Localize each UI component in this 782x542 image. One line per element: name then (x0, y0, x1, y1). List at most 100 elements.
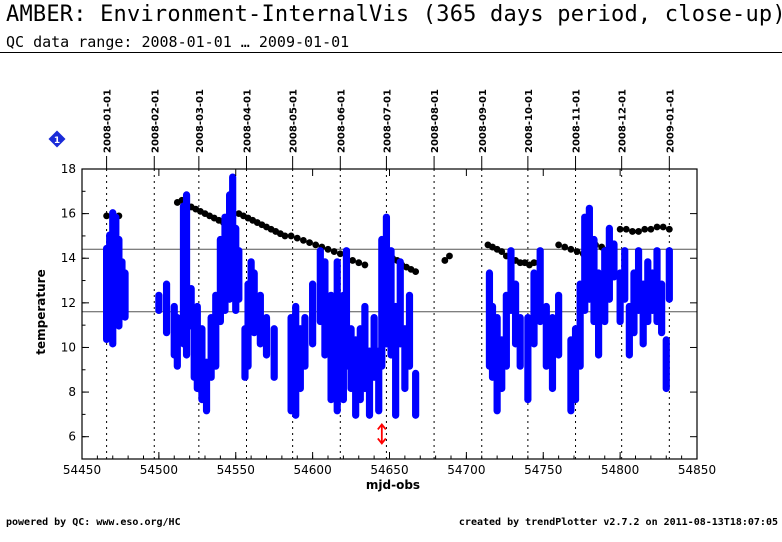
x-tick-label: 54550 (217, 463, 255, 477)
blue-point-cluster (121, 269, 129, 321)
blue-point-cluster (262, 314, 271, 359)
black-point (281, 232, 289, 240)
black-point (616, 225, 624, 233)
footer-created-by: created by trendPlotter v2.7.2 on 2011-0… (458, 517, 778, 528)
blue-point-cluster (235, 247, 243, 303)
x-axis-label: mjd-obs (366, 478, 420, 492)
date-tick-label: 2008-03-01 (195, 89, 206, 153)
black-point (573, 248, 581, 255)
date-tick-label: 2008-11-01 (572, 89, 583, 153)
x-tick-label: 54700 (447, 463, 485, 477)
date-tick-label: 2008-05-01 (289, 89, 300, 153)
series-blue (103, 173, 673, 419)
black-point (306, 239, 313, 247)
outlier-arrow-head-down (377, 437, 387, 445)
outlier-marker (377, 423, 387, 445)
black-point (635, 228, 642, 235)
blue-point-cluster (595, 269, 603, 359)
blue-point-cluster (536, 247, 544, 326)
black-point (498, 248, 506, 255)
date-tick-label: 2008-06-01 (336, 89, 347, 153)
x-tick-label: 54850 (678, 463, 716, 477)
y-tick-label: 6 (68, 430, 76, 444)
black-point (659, 223, 667, 231)
blue-point-cluster (309, 280, 317, 348)
x-tick-label: 54600 (294, 463, 332, 477)
badge-label: 1 (54, 136, 60, 146)
blue-point-cluster (162, 280, 171, 337)
blue-point-cluster (658, 280, 666, 337)
x-tick-label: 54450 (63, 463, 101, 477)
y-tick-label: 16 (61, 207, 76, 221)
blue-point-cluster (396, 258, 404, 348)
x-tick-label: 54750 (524, 463, 562, 477)
black-point (665, 225, 673, 233)
black-point (293, 234, 301, 242)
blue-point-cluster (621, 247, 629, 303)
blue-point-cluster (530, 269, 538, 348)
page-subtitle: QC data range: 2008-01-01 … 2009-01-01 (6, 33, 350, 51)
black-point (103, 212, 110, 220)
date-tick-label: 2009-01-01 (665, 89, 676, 153)
badge: 1 (48, 130, 66, 148)
black-point (330, 248, 338, 255)
y-tick-label: 8 (68, 385, 76, 399)
date-tick-label: 2008-10-01 (524, 89, 535, 153)
blue-point-cluster (542, 302, 550, 370)
blue-point-cluster (321, 258, 329, 359)
black-point (441, 257, 449, 264)
blue-point-cluster (250, 269, 258, 337)
blue-point-cluster (270, 325, 278, 381)
blue-point-cluster (524, 314, 532, 404)
blue-point-cluster (173, 314, 181, 370)
blue-point-cluster (555, 291, 563, 359)
x-tick-label: 54800 (601, 463, 639, 477)
black-point (361, 261, 369, 269)
black-point (629, 228, 636, 235)
blue-point-cluster (516, 314, 524, 370)
date-tick-label: 2008-08-01 (430, 89, 441, 153)
header-divider (0, 52, 782, 53)
date-axis: 2008-01-01 2008-02-01 2008-03-01 2008-04-01… (103, 89, 676, 169)
blue-point-cluster (405, 291, 414, 370)
date-tick-label: 2008-12-01 (618, 89, 629, 153)
y-tick-label: 18 (61, 162, 76, 176)
x-axis: 54450 54500 54550 54600 54650 54700 54750 54800… (63, 169, 716, 477)
black-point (412, 268, 420, 276)
y-axis-label: temperature (34, 269, 48, 354)
date-tick-label: 2008-07-01 (382, 89, 393, 153)
black-point (300, 236, 307, 244)
blue-point-cluster (610, 240, 618, 281)
y-axis: 6 8 10 12 14 16 18 (61, 162, 697, 460)
blue-point-cluster (182, 191, 191, 359)
black-point (561, 243, 569, 251)
date-tick-label: 2008-01-01 (103, 89, 114, 153)
blue-point-cluster (333, 258, 341, 415)
black-point (349, 257, 356, 264)
black-point (647, 225, 655, 233)
blue-point-cluster (662, 336, 670, 393)
blue-point-cluster (256, 291, 264, 348)
y-tick-label: 10 (61, 340, 76, 354)
black-point (622, 225, 630, 233)
date-tick-label: 2008-04-01 (243, 89, 254, 153)
blue-point-cluster (327, 291, 335, 404)
x-tick-label: 54650 (370, 463, 408, 477)
black-point (446, 252, 453, 260)
blue-point-cluster (412, 369, 420, 419)
y-tick-label: 12 (61, 296, 76, 310)
blue-point-cluster (548, 314, 557, 393)
x-tick-label: 54500 (140, 463, 178, 477)
page-title: AMBER: Environment-InternalVis (365 days… (6, 2, 782, 27)
date-tick-label: 2008-09-01 (478, 89, 489, 153)
date-tick-label: 2008-02-01 (150, 89, 161, 153)
black-point (653, 223, 661, 231)
black-point (567, 245, 575, 253)
blue-point-cluster (665, 247, 673, 303)
blue-point-cluster (301, 314, 309, 370)
temperature-scatter-chart: 1 2008-01-01 2008-02-01 2008-03-01 2008-04-… (34, 89, 716, 492)
black-point (641, 225, 649, 233)
y-tick-label: 14 (61, 251, 76, 265)
black-point (336, 250, 344, 258)
outlier-arrow-head-up (377, 423, 387, 431)
